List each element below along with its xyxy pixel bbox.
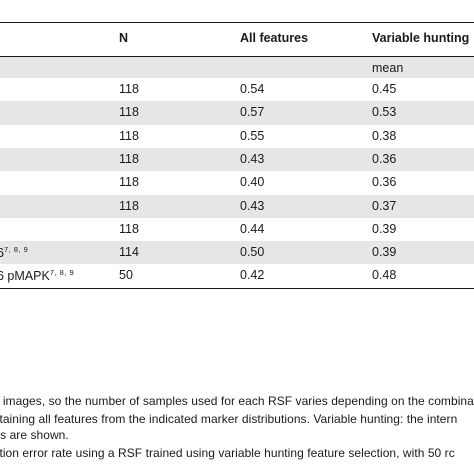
cell-all: 0.55	[240, 128, 265, 143]
cell-vh: 0.39	[372, 221, 397, 236]
cell-vh: 0.36	[372, 151, 397, 166]
cell-all: 0.43	[240, 151, 265, 166]
cell-n: 118	[119, 105, 139, 120]
subheader-band	[0, 57, 474, 78]
cell-vh: 0.38	[372, 128, 397, 143]
footnote-line: ed images, so the number of samples used…	[0, 394, 474, 408]
cell-vh: 0.39	[372, 245, 397, 260]
cell-n: 118	[119, 198, 139, 213]
cell-n: 118	[119, 151, 139, 166]
cell-all: 0.50	[240, 245, 265, 260]
footnote-line: ontaining all features from the indicate…	[0, 412, 458, 426]
cell-vh: 0.48	[372, 268, 397, 283]
cell-all: 0.40	[240, 175, 265, 190]
row-band	[0, 101, 474, 125]
cell-all: 0.57	[240, 105, 265, 120]
cell-n: 118	[119, 128, 139, 143]
column-header-n: N	[119, 31, 129, 45]
row-label: 6 pMAPK7, 8, 9	[0, 268, 74, 283]
cell-n: 118	[119, 82, 139, 96]
column-header-all-features: All features	[240, 31, 309, 45]
cell-n: 114	[119, 245, 139, 260]
header-rule	[0, 56, 474, 57]
row-band	[0, 241, 474, 265]
subheader-mean: mean	[372, 61, 404, 75]
footnote-line: dation error rate using a RSF trained us…	[0, 446, 455, 460]
column-header-variable-hunting: Variable hunting	[372, 31, 470, 45]
cell-n: 118	[119, 221, 139, 236]
footnote-line: rtes are shown.	[0, 428, 69, 442]
cell-vh: 0.37	[372, 198, 397, 213]
row-label-text: 6	[0, 246, 4, 261]
cell-vh: 0.36	[372, 175, 397, 190]
table-bottom-rule	[0, 288, 474, 289]
row-label-text: 6 pMAPK	[0, 269, 50, 284]
cell-all: 0.42	[240, 268, 265, 283]
row-band	[0, 194, 474, 218]
row-band	[0, 147, 474, 172]
cell-all: 0.43	[240, 198, 265, 213]
row-label-superscript: 7, 8, 9	[49, 268, 75, 278]
cell-all: 0.44	[240, 221, 265, 236]
cell-vh: 0.45	[372, 82, 397, 96]
cell-n: 118	[119, 175, 139, 190]
table-top-rule	[0, 22, 474, 23]
cell-vh: 0.53	[372, 105, 397, 120]
row-label: 67, 8, 9	[0, 245, 28, 260]
cell-n: 50	[119, 268, 133, 283]
row-label-superscript: 7, 8, 9	[3, 245, 29, 255]
cell-all: 0.54	[240, 82, 265, 96]
